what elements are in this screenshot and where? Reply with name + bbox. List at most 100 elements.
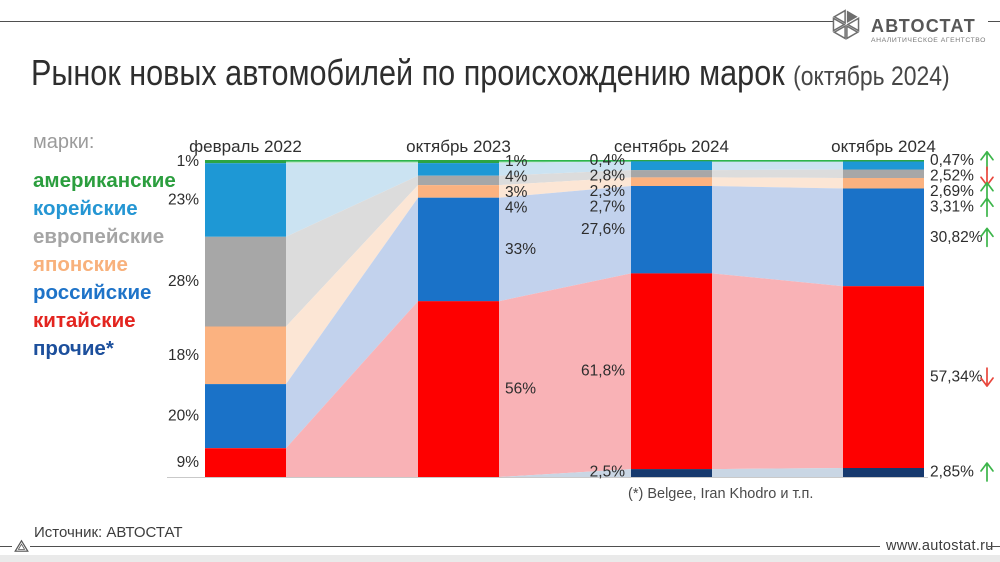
column-segment	[205, 448, 286, 477]
trend-up-icon	[980, 462, 994, 482]
flow-band	[286, 175, 418, 327]
column-segment	[843, 188, 924, 287]
flow-band	[286, 197, 418, 449]
logo-triangle	[846, 24, 860, 40]
percent-label: 57,34%	[930, 369, 983, 386]
percent-label: 3%	[505, 184, 528, 201]
column-segment	[631, 469, 712, 477]
column-header: октябрь 2023	[406, 137, 511, 156]
column-segment	[418, 185, 499, 198]
column-segment	[631, 273, 712, 470]
bottom-rule-right	[988, 546, 1000, 548]
legend-item: японские	[33, 253, 128, 276]
flow-band	[712, 169, 843, 178]
chart-legend: марки: американские корейские европейские я…	[33, 131, 176, 363]
column-segment	[418, 175, 499, 186]
bottom-rule-mid	[30, 546, 880, 548]
percent-label: 28%	[168, 273, 199, 290]
percent-label: 2,3%	[590, 183, 626, 200]
page-title: Рынок новых автомобилей по происхождению…	[31, 52, 950, 94]
column-segment	[418, 197, 499, 302]
percent-label: 4%	[505, 169, 528, 186]
site-url: www.autostat.ru	[886, 538, 994, 554]
top-rule	[0, 21, 834, 23]
legend-item: европейские	[33, 225, 165, 248]
flow-band	[712, 177, 843, 189]
column-segment	[843, 286, 924, 468]
column-segment	[843, 161, 924, 170]
legend-label: марки:	[33, 131, 95, 153]
percent-label: 56%	[505, 381, 536, 398]
column-segment	[843, 160, 924, 162]
chart-footnote: (*) Belgee, Iran Khodro и т.п.	[628, 486, 814, 502]
trend-up-icon	[980, 197, 994, 218]
percent-label: 2,5%	[590, 464, 626, 481]
percent-label: 3,31%	[930, 199, 974, 216]
column-segment	[418, 301, 499, 477]
percent-label: 61,8%	[581, 363, 625, 380]
percent-label: 9%	[177, 454, 200, 471]
flow-band	[286, 185, 418, 385]
percent-label: 18%	[168, 347, 199, 364]
percent-label: 27,6%	[581, 221, 625, 238]
flow-band	[286, 301, 418, 477]
percent-label: 20%	[168, 408, 199, 425]
column-segment	[631, 161, 712, 171]
trend-down-icon	[980, 367, 994, 387]
flow-band	[499, 177, 631, 198]
bottom-rule	[0, 546, 12, 548]
percent-label: 1%	[177, 153, 200, 170]
flow-band	[712, 186, 843, 287]
column-segment	[205, 326, 286, 385]
percent-label: 33%	[505, 241, 536, 258]
trend-up-icon	[980, 227, 994, 248]
triangle-icon	[14, 539, 29, 552]
footer-band	[0, 555, 1000, 562]
percent-label: 23%	[168, 192, 199, 209]
logo-title: АВТОСТАТ	[871, 16, 977, 36]
column-segment	[631, 186, 712, 274]
logo-subtitle: АНАЛИТИЧЕСКОЕ АГЕНТСТВО	[871, 37, 986, 44]
column-segment	[205, 160, 286, 164]
column-segment	[843, 169, 924, 178]
flow-band	[499, 170, 631, 186]
legend-items: американские корейские европейские японские…	[33, 167, 176, 363]
column-segment	[631, 177, 712, 186]
autostat-logo: АВТОСТАТ АНАЛИТИЧЕСКОЕ АГЕНТСТВО	[826, 4, 986, 44]
logo-triangle	[832, 17, 846, 32]
column-segment	[631, 170, 712, 178]
percent-label: 2,69%	[930, 183, 974, 200]
logo-triangle	[846, 17, 860, 32]
column-header: сентябрь 2024	[614, 137, 729, 156]
column-segment	[631, 160, 712, 162]
percent-label: 2,85%	[930, 464, 974, 481]
legend-item: корейские	[33, 197, 138, 220]
column-segment	[418, 163, 499, 176]
title-period: (октябрь 2024)	[793, 61, 950, 91]
flow-band	[499, 161, 631, 176]
flow-band	[499, 186, 631, 302]
percent-label: 2,7%	[590, 199, 626, 216]
percent-label: 2,52%	[930, 168, 974, 185]
percent-label: 4%	[505, 200, 528, 217]
flow-band	[286, 163, 418, 237]
legend-item: американские	[33, 169, 176, 192]
logo-triangle	[846, 10, 858, 23]
autostat-logo-text: АВТОСТАТ АНАЛИТИЧЕСКОЕ АГЕНТСТВО	[871, 17, 986, 44]
flow-band	[499, 469, 631, 477]
legend-item: прочие*	[33, 337, 114, 360]
percent-label: 2,8%	[590, 168, 626, 185]
logo-triangle	[832, 24, 846, 40]
source-label: Источник: АВТОСТАТ	[34, 524, 183, 541]
column-segment	[205, 236, 286, 327]
column-segment	[418, 160, 499, 164]
legend-item: китайские	[33, 309, 136, 332]
column-segment	[843, 468, 924, 477]
percent-label: 1%	[505, 153, 528, 170]
column-header: февраль 2022	[189, 137, 302, 156]
top-rule-right	[988, 21, 1000, 23]
percent-label: 30,82%	[930, 229, 983, 246]
logo-triangle	[832, 9, 846, 25]
